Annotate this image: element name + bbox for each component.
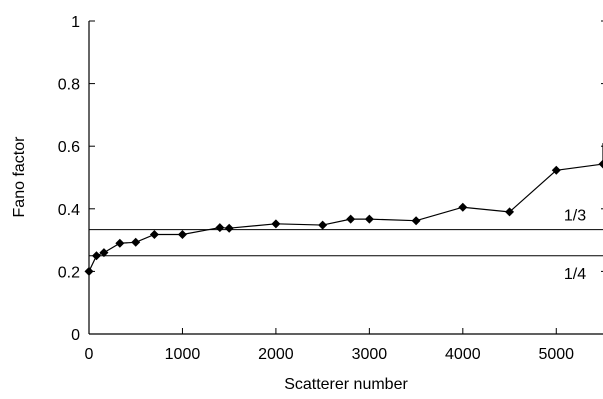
series-line <box>88 143 603 272</box>
data-point <box>84 266 94 276</box>
reference-lines: 1/3 1/4 <box>89 208 603 283</box>
data-point <box>271 219 281 229</box>
data-point <box>318 220 328 230</box>
data-point <box>364 214 374 224</box>
y-tick-label: 0 <box>71 327 80 344</box>
reference-line-label: 1/3 <box>564 208 586 225</box>
data-point <box>505 207 515 217</box>
y-tick-label: 0.6 <box>58 139 80 156</box>
reference-line-label: 1/4 <box>564 266 586 283</box>
x-tick-label: 2000 <box>258 346 294 363</box>
data-point <box>215 223 225 233</box>
data-point <box>91 251 101 261</box>
y-tick-label: 0.4 <box>58 202 80 219</box>
y-axis-label: Fano factor <box>11 136 28 218</box>
x-axis-label: Scatterer number <box>284 376 408 393</box>
y-axis-ticks: 0 0.2 0.4 0.6 0.8 1 <box>58 14 603 344</box>
x-tick-label: 1000 <box>165 346 201 363</box>
data-point <box>177 229 187 239</box>
y-tick-label: 1 <box>71 14 80 31</box>
x-tick-label: 5000 <box>538 346 574 363</box>
data-series <box>84 143 603 276</box>
data-point <box>411 216 421 226</box>
x-tick-label: 0 <box>85 346 94 363</box>
data-point <box>131 237 141 247</box>
data-point <box>551 165 561 175</box>
data-point <box>149 229 159 239</box>
x-tick-label: 4000 <box>445 346 481 363</box>
axes <box>88 21 603 335</box>
data-point <box>224 223 234 233</box>
y-tick-label: 0.2 <box>58 264 80 281</box>
x-tick-label: 3000 <box>352 346 388 363</box>
y-tick-label: 0.8 <box>58 77 80 94</box>
data-point <box>99 248 109 258</box>
data-point <box>115 238 125 248</box>
data-point <box>458 202 468 212</box>
data-point <box>598 159 603 169</box>
data-point <box>346 214 356 224</box>
x-axis-ticks: 0 1000 2000 3000 4000 5000 <box>85 328 574 363</box>
